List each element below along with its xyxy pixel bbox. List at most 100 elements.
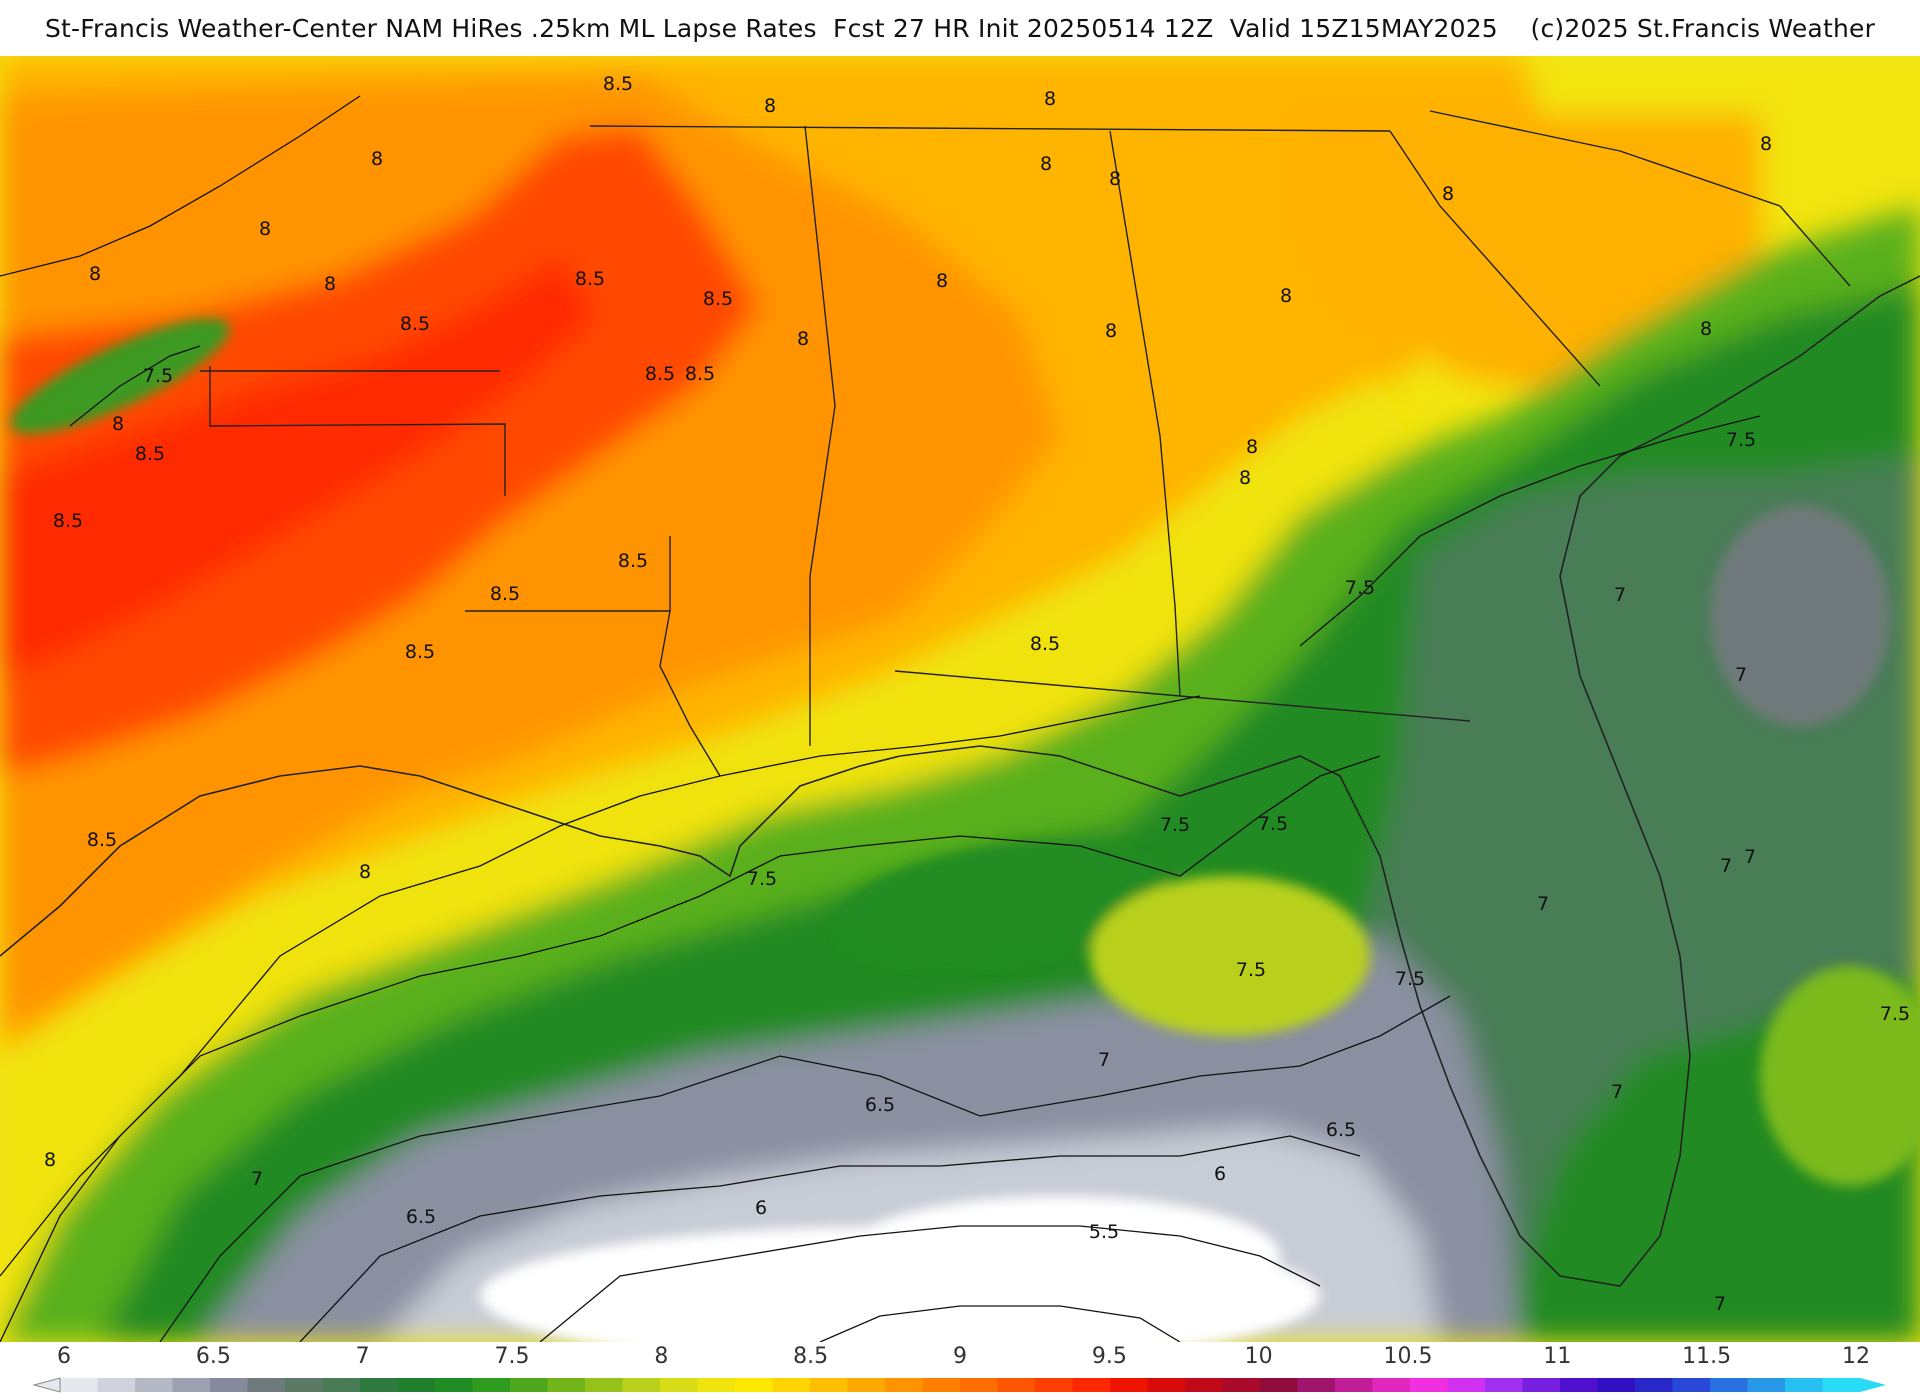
contour-label: 8 — [89, 263, 101, 285]
contour-label: 7 — [251, 1168, 263, 1190]
title-bar: St-Francis Weather-Center NAM HiRes .25k… — [0, 0, 1920, 56]
contour-label: 6.5 — [865, 1094, 895, 1116]
colorbar-swatch — [547, 1378, 586, 1392]
contour-label: 7 — [1614, 584, 1626, 606]
contour-label: 8.5 — [1030, 633, 1060, 655]
contour-label: 8 — [936, 270, 948, 292]
colorbar-swatch — [1035, 1378, 1074, 1392]
colorbar-tick-label: 6 — [57, 1344, 71, 1369]
contour-5-5 — [819, 1305, 1181, 1342]
contour-label: 8 — [1109, 168, 1121, 190]
colorbar-tick-label: 12 — [1842, 1344, 1870, 1369]
colorbar-swatch — [60, 1378, 99, 1392]
colorbar-swatch — [435, 1378, 474, 1392]
colorbar-swatch — [1522, 1378, 1561, 1392]
colorbar-swatch — [1635, 1378, 1674, 1392]
coast-texas — [0, 765, 421, 957]
contour-label: 8 — [44, 1149, 56, 1171]
colorbar-swatch — [1485, 1378, 1524, 1392]
colorbar-swatch — [847, 1378, 886, 1392]
map-panel: 8.5 8 8 8 8 8 8 8 8.5 8.5 8.5 8.5 8.5 8 8 8 8 8 8 8 8.5 7.5 8 8… — [0, 56, 1920, 1342]
colorbar-swatch — [1110, 1378, 1149, 1392]
colorbar-tick-label: 8.5 — [793, 1344, 829, 1369]
colorbar-swatch — [472, 1378, 511, 1392]
colorbar-tick-label: 7 — [355, 1344, 370, 1369]
colorbar-swatch — [1260, 1378, 1299, 1392]
contour-label: 8 — [112, 413, 124, 435]
contour-7-5-east — [1299, 415, 1761, 647]
contour-label: 7.5 — [1395, 968, 1425, 990]
colorbar-tick-label: 9.5 — [1091, 1344, 1127, 1369]
colorbar-tick-label: 8 — [654, 1344, 669, 1369]
colorbar-swatch — [1335, 1378, 1374, 1392]
colorbar-tick-label: 10 — [1244, 1344, 1273, 1369]
colorbar-swatch — [1297, 1378, 1336, 1392]
colorbar-swatch — [585, 1378, 624, 1392]
colorbar-swatch — [322, 1378, 361, 1392]
border-nc — [1429, 110, 1851, 287]
contour-label: 8 — [797, 328, 809, 350]
colorbar-swatch — [660, 1378, 699, 1392]
contour-8-coast — [0, 695, 1201, 1277]
field-yellow-oval-central — [1090, 876, 1370, 1036]
contour-label: 8 — [764, 95, 776, 117]
contour-7-5-nw — [69, 345, 201, 427]
contour-label: 8.5 — [405, 641, 435, 663]
coast-florida-panhandle — [899, 275, 1920, 1287]
colorbar-tick-label: 11.5 — [1682, 1344, 1732, 1369]
contour-label: 7 — [1714, 1293, 1726, 1315]
contour-label: 7 — [1720, 855, 1732, 877]
coastline — [0, 275, 1920, 1287]
contour-7 — [159, 995, 1451, 1342]
contour-label: 8.5 — [135, 443, 165, 465]
colorbar-swatch — [810, 1378, 849, 1392]
contour-6 — [539, 1225, 1321, 1342]
field-shading — [0, 56, 1920, 1342]
colorbar-swatch — [510, 1378, 549, 1392]
contour-label: 7.5 — [1880, 1003, 1910, 1025]
contour-label: 7.5 — [747, 868, 777, 890]
contour-label: 7 — [1611, 1081, 1623, 1103]
contour-label: 7.5 — [1236, 959, 1266, 981]
colorbar-tick-label: 10.5 — [1383, 1344, 1433, 1369]
contour-label: 8 — [1246, 436, 1258, 458]
colorbar-swatch — [1785, 1378, 1824, 1392]
colorbar-swatch — [135, 1378, 174, 1392]
colorbar-swatch — [1672, 1378, 1711, 1392]
border-la-east — [659, 610, 721, 777]
border-alabama — [1109, 130, 1181, 697]
field-grey-patch-atlantic — [1710, 506, 1890, 726]
contour-label: 7.5 — [1726, 429, 1756, 451]
colorbar-swatch — [1147, 1378, 1186, 1392]
colorbar-swatch — [1410, 1378, 1449, 1392]
field-green-oval-se — [1760, 966, 1920, 1186]
colorbar-swatch — [960, 1378, 999, 1392]
contour-label: 7 — [1098, 1049, 1110, 1071]
state-borders — [200, 110, 1851, 777]
contour-label: 8 — [1760, 133, 1772, 155]
colorbar-swatch — [1447, 1378, 1486, 1392]
border-georgia-sc — [1389, 130, 1601, 387]
colorbar-swatch — [697, 1378, 736, 1392]
contour-label: 8 — [1040, 153, 1052, 175]
contour-label: 8 — [1105, 320, 1117, 342]
colorbar-swatch — [360, 1378, 399, 1392]
field-red-streak — [0, 256, 600, 676]
contour-label: 6.5 — [406, 1206, 436, 1228]
contour-label: 8 — [1239, 467, 1251, 489]
contour-label: 7 — [1735, 664, 1747, 686]
contour-label: 7 — [1744, 846, 1756, 868]
colorbar-swatch — [1072, 1378, 1111, 1392]
colorbar-arrow-right — [1860, 1378, 1886, 1392]
border-texas-north — [209, 366, 506, 496]
contour-8-north — [0, 95, 361, 277]
contour-label: 8 — [1280, 285, 1292, 307]
colorbar-arrow-left — [32, 1377, 61, 1393]
colorbar-swatch — [285, 1378, 324, 1392]
map-title: St-Francis Weather-Center NAM HiRes .25k… — [44, 13, 1876, 43]
contour-label: 8.5 — [575, 268, 605, 290]
colorbar-swatch — [97, 1378, 136, 1392]
field-white-core-2 — [840, 1196, 1280, 1316]
contour-lines — [0, 95, 1761, 1342]
